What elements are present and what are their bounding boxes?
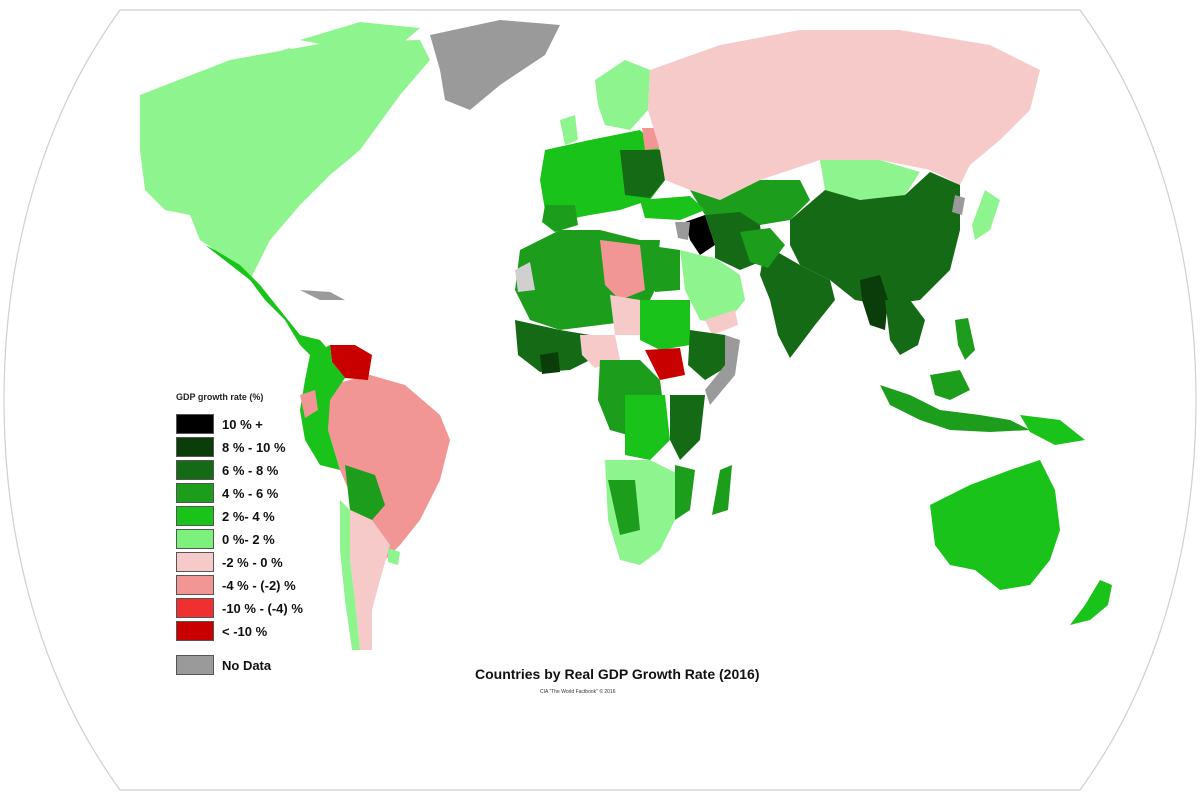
legend-item: 10 % +	[176, 414, 263, 434]
region-china	[790, 172, 960, 305]
region-cuba	[300, 290, 345, 300]
legend-swatch	[176, 621, 214, 641]
region-egypt	[645, 245, 680, 292]
region-pakistan	[740, 228, 785, 268]
legend-item: 2 %- 4 %	[176, 506, 275, 526]
legend-label: < -10 %	[222, 623, 268, 639]
legend-swatch	[176, 575, 214, 595]
region-borneo	[930, 370, 970, 400]
legend-swatch	[176, 414, 214, 434]
region-new-guinea	[1020, 415, 1085, 445]
region-australia	[930, 460, 1060, 590]
region-south-sudan	[645, 348, 685, 380]
region-turkey	[640, 196, 705, 220]
region-western-sahara-no-data	[515, 262, 535, 292]
region-scandinavia	[595, 60, 650, 130]
region-drc	[625, 395, 670, 460]
region-india	[760, 245, 835, 358]
legend-swatch	[176, 506, 214, 526]
region-mexico	[205, 245, 330, 360]
legend-label: 6 % - 8 %	[222, 462, 279, 478]
region-myanmar	[860, 275, 888, 330]
region-se-asia	[885, 300, 925, 355]
region-indonesia	[880, 385, 1030, 432]
legend-label: -10 % - (-4) %	[222, 600, 303, 616]
legend-title: GDP growth rate (%)	[176, 392, 264, 402]
legend-swatch	[176, 598, 214, 618]
region-brazil	[328, 375, 450, 560]
region-arctic-islands	[250, 22, 420, 70]
region-sudan	[640, 300, 690, 350]
legend-label: -2 % - 0 %	[222, 554, 283, 570]
legend-label: 0 %- 2 %	[222, 531, 275, 547]
legend-swatch	[176, 529, 214, 549]
region-madagascar	[712, 465, 732, 515]
region-greenland	[430, 20, 560, 110]
region-japan	[972, 190, 1000, 240]
region-chad-niger	[610, 295, 640, 335]
region-east-africa	[670, 395, 705, 460]
region-ecuador	[300, 390, 318, 418]
region-mozambique	[675, 465, 695, 520]
region-saudi-arabia	[680, 250, 745, 325]
legend-item-no-data: No Data	[176, 655, 271, 675]
region-somalia-no-data	[705, 335, 740, 405]
region-ivory-coast	[540, 352, 560, 374]
legend-label: No Data	[222, 657, 272, 673]
region-namibia-botswana	[608, 480, 640, 535]
legend-label: 2 %- 4 %	[222, 508, 275, 524]
region-yemen	[705, 310, 738, 335]
region-andes	[300, 345, 345, 470]
legend-item: -10 % - (-4) %	[176, 598, 303, 618]
region-venezuela	[330, 345, 372, 380]
legend-swatch	[176, 483, 214, 503]
legend-label: 10 % +	[222, 416, 263, 432]
region-philippines	[955, 318, 975, 360]
region-libya	[600, 240, 645, 300]
legend-item: 8 % - 10 %	[176, 437, 286, 457]
legend-item: -4 % - (-2) %	[176, 575, 296, 595]
legend-label: -4 % - (-2) %	[222, 577, 296, 593]
region-russia	[648, 30, 1040, 200]
map-source: CIA "The World Factbook" © 2016	[540, 689, 616, 695]
region-west-africa	[515, 320, 600, 372]
region-ethiopia	[688, 330, 730, 380]
region-mongolia	[820, 160, 920, 200]
region-north-america	[140, 40, 430, 280]
legend-swatch	[176, 437, 214, 457]
region-eastern-europe	[620, 150, 665, 198]
legend-label: 4 % - 6 %	[222, 485, 279, 501]
region-uk	[560, 115, 578, 145]
region-korea-no-data	[952, 195, 965, 215]
region-iraq	[685, 215, 715, 255]
region-chile	[340, 500, 360, 650]
legend-item: 6 % - 8 %	[176, 460, 278, 480]
region-new-zealand	[1070, 580, 1112, 625]
region-argentina	[350, 510, 390, 650]
region-bolivia	[345, 465, 385, 520]
legend-item: -2 % - 0 %	[176, 552, 283, 572]
region-syria-no-data	[675, 222, 690, 240]
region-iberia	[542, 205, 578, 232]
legend-item: 0 %- 2 %	[176, 529, 275, 549]
legend-item: < -10 %	[176, 621, 267, 641]
legend-swatch	[176, 460, 214, 480]
region-nigeria	[580, 335, 620, 368]
region-uruguay	[388, 548, 400, 565]
legend-swatch	[176, 552, 214, 572]
map-title: Countries by Real GDP Growth Rate (2016)	[475, 666, 760, 682]
legend-swatch	[176, 655, 214, 675]
legend-item: 4 % - 6 %	[176, 483, 278, 503]
legend-label: 8 % - 10 %	[222, 439, 286, 455]
